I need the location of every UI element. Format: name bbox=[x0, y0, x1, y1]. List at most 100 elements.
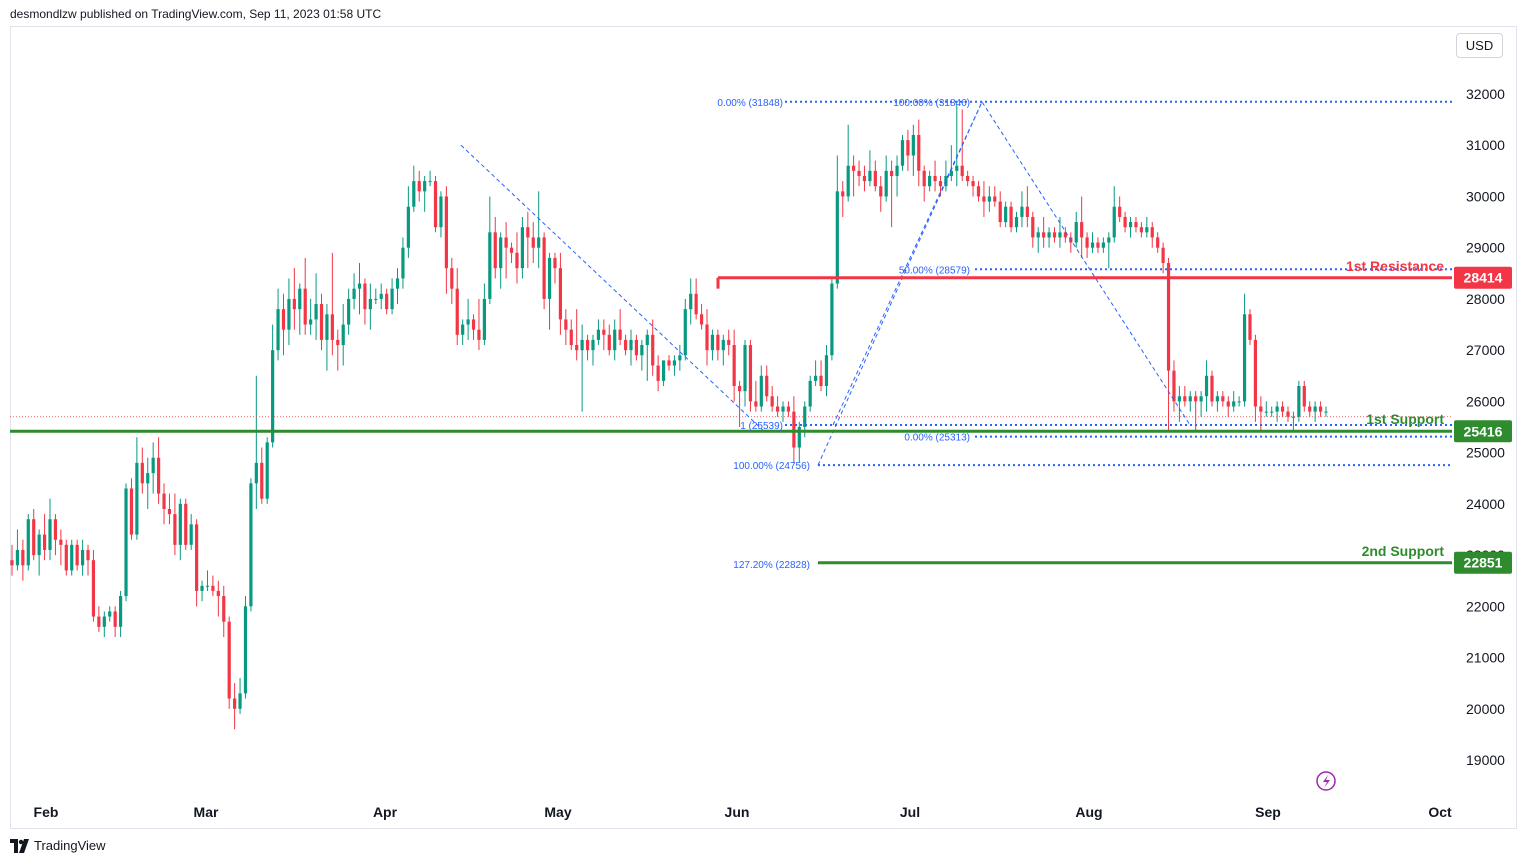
candle-body bbox=[368, 298, 372, 310]
lightning-icon[interactable] bbox=[1316, 771, 1336, 791]
candle-body bbox=[1297, 386, 1301, 417]
candle-body bbox=[852, 165, 856, 171]
candle-body bbox=[357, 283, 362, 289]
candle-body bbox=[602, 329, 606, 335]
candle-body bbox=[265, 442, 269, 499]
candle-body bbox=[238, 693, 242, 709]
candle-body bbox=[868, 170, 872, 182]
fib-drawings bbox=[10, 100, 1452, 467]
candle-body bbox=[70, 544, 74, 571]
candle-body bbox=[298, 288, 302, 310]
price-tick-label: 24000 bbox=[1466, 496, 1505, 512]
candle-body bbox=[672, 360, 677, 366]
candle-body bbox=[1047, 232, 1051, 238]
fib-label: 100.00% (24756) bbox=[733, 461, 810, 472]
candle-body bbox=[118, 596, 123, 627]
candle-body bbox=[1226, 401, 1230, 407]
level-price-tag-text: 22851 bbox=[1464, 555, 1503, 571]
candle-body bbox=[1221, 396, 1225, 402]
candle-body bbox=[1291, 416, 1296, 418]
fib-label: 0.00% (25313) bbox=[904, 433, 970, 444]
candle-body bbox=[661, 360, 666, 381]
candle-body bbox=[227, 621, 231, 699]
candle-body bbox=[129, 488, 134, 535]
candle-body bbox=[792, 411, 796, 448]
candle-body bbox=[960, 165, 964, 176]
fib-label: 100.00% (31846) bbox=[893, 98, 970, 109]
candle-body bbox=[1215, 396, 1220, 402]
candle-body bbox=[982, 196, 986, 202]
level-price-tag bbox=[1454, 420, 1512, 443]
candle-body bbox=[1302, 386, 1306, 407]
candle-body bbox=[102, 616, 106, 627]
candle-body bbox=[667, 360, 671, 366]
candle-body bbox=[824, 355, 829, 387]
footer-brand: TradingView bbox=[34, 838, 106, 853]
candle-body bbox=[303, 288, 307, 325]
candle-body bbox=[1156, 237, 1160, 248]
candle-body bbox=[32, 519, 36, 556]
candle-body bbox=[1183, 396, 1187, 402]
candle-body bbox=[341, 324, 345, 346]
candle-body bbox=[623, 339, 628, 351]
candle-body bbox=[1004, 206, 1008, 223]
candle-body bbox=[412, 181, 416, 207]
price-tick-label: 31000 bbox=[1466, 137, 1505, 153]
candle-body bbox=[928, 175, 932, 187]
candle-body bbox=[276, 309, 280, 351]
candle-body bbox=[1161, 247, 1165, 264]
candle-body bbox=[450, 268, 454, 289]
candle-body bbox=[1014, 216, 1019, 228]
candle-body bbox=[59, 539, 63, 545]
currency-selector[interactable]: USD bbox=[1456, 33, 1503, 58]
candle-body bbox=[1210, 375, 1214, 402]
trend-zigzag bbox=[817, 100, 1191, 466]
candle-body bbox=[195, 524, 199, 591]
candle-body bbox=[1150, 227, 1154, 238]
candle-body bbox=[91, 560, 96, 617]
candle-body bbox=[846, 165, 850, 197]
price-tick-label: 19000 bbox=[1466, 752, 1505, 768]
candle-body bbox=[471, 319, 476, 330]
candle-body bbox=[955, 165, 959, 171]
candle-body bbox=[352, 288, 356, 299]
candle-body bbox=[113, 611, 117, 627]
candle-body bbox=[1031, 216, 1035, 238]
candle-body bbox=[15, 549, 20, 566]
candle-body bbox=[184, 503, 188, 545]
candle-body bbox=[737, 386, 742, 392]
candle-body bbox=[1096, 242, 1100, 248]
candle-body bbox=[976, 186, 981, 197]
candle-body bbox=[1025, 206, 1029, 217]
candle-body bbox=[363, 283, 367, 310]
candle-body bbox=[124, 488, 128, 597]
candle-body bbox=[949, 170, 953, 176]
candle-body bbox=[1280, 406, 1285, 412]
candle-body bbox=[1194, 396, 1198, 402]
price-tick-label: 22000 bbox=[1466, 598, 1505, 614]
candle-body bbox=[1074, 222, 1078, 243]
candle-body bbox=[613, 329, 617, 351]
candle-body bbox=[1166, 263, 1171, 371]
candle-body bbox=[243, 606, 248, 694]
level-price-tag bbox=[1454, 551, 1512, 574]
chart-frame bbox=[10, 26, 1517, 829]
candle-body bbox=[1232, 401, 1236, 407]
candle-body bbox=[781, 406, 785, 412]
candle-body bbox=[1090, 242, 1095, 248]
candle-body bbox=[395, 278, 400, 289]
candle-body bbox=[765, 375, 769, 397]
candle-body bbox=[547, 257, 552, 299]
candle-body bbox=[1242, 314, 1247, 402]
candle-body bbox=[314, 304, 318, 320]
candle-body bbox=[542, 237, 546, 299]
candle-body bbox=[993, 196, 997, 202]
candle-body bbox=[830, 283, 834, 356]
time-tick-label: Jul bbox=[900, 804, 920, 820]
candle-body bbox=[884, 170, 888, 197]
candle-body bbox=[987, 196, 991, 202]
candle-body bbox=[1145, 227, 1149, 233]
candle-body bbox=[1264, 411, 1268, 413]
candle-body bbox=[656, 365, 660, 381]
